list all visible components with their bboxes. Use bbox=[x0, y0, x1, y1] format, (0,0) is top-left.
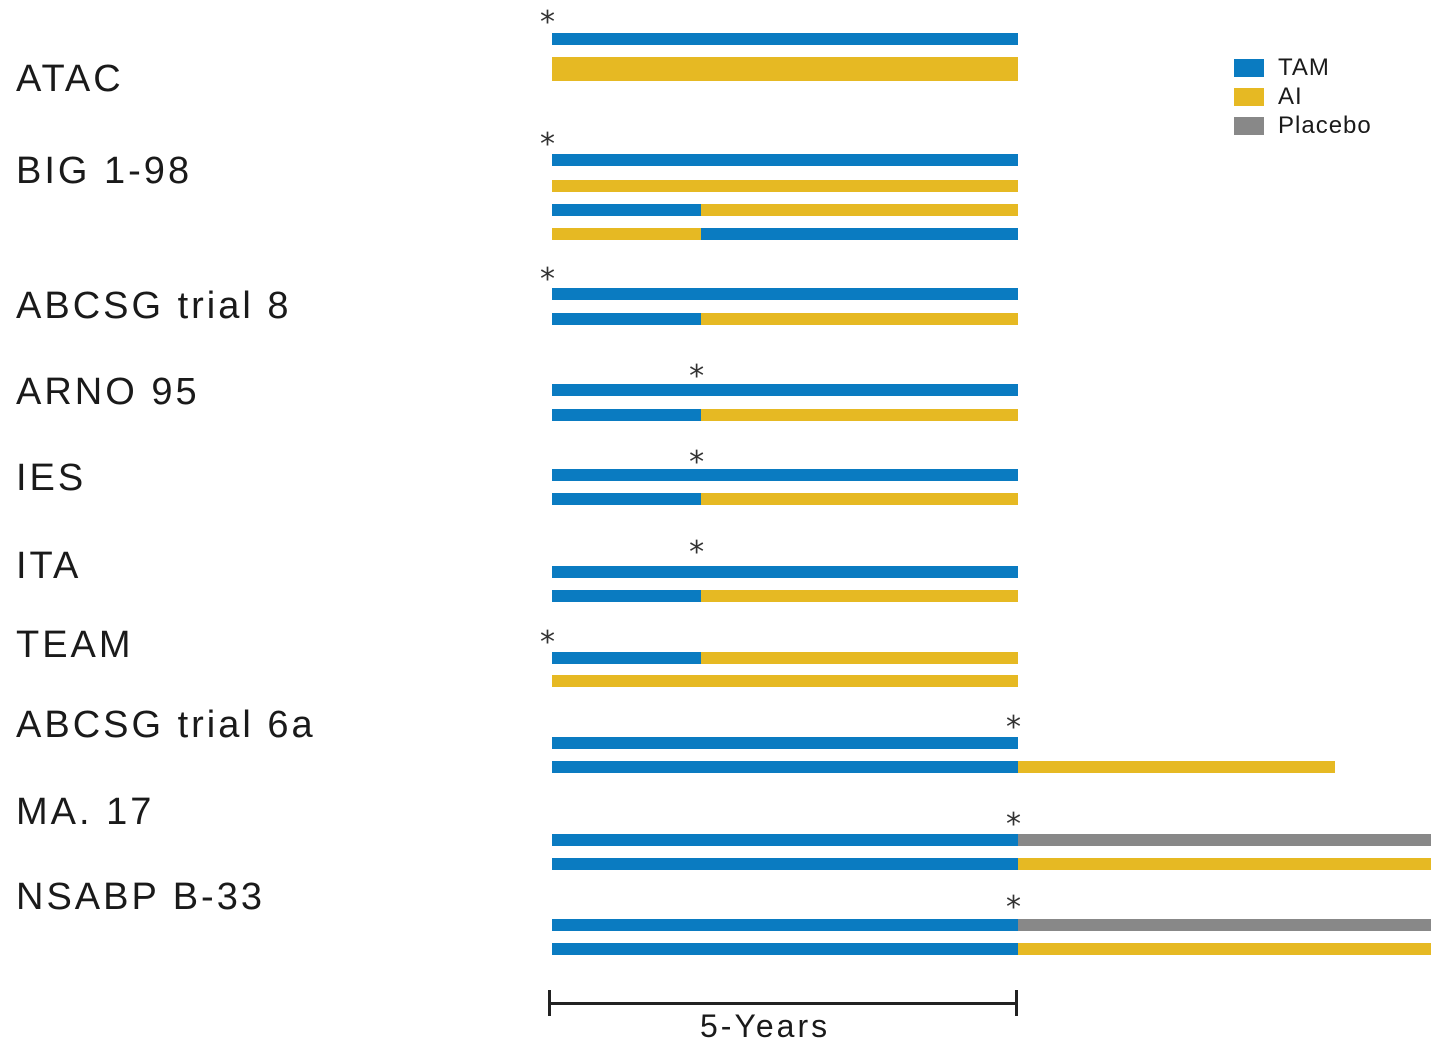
bar-abcsg-trial-6a-arm1-tam bbox=[552, 737, 1018, 749]
legend-item-ai: AI bbox=[1234, 83, 1303, 110]
bar-nsabp-b-33-arm2-tam bbox=[552, 943, 1018, 955]
bar-ma-17-arm2-ai bbox=[1018, 858, 1431, 870]
bar-arno-95-arm2-ai bbox=[701, 409, 1018, 421]
scale-tick-left bbox=[548, 990, 551, 1016]
bar-ies-arm1-tam bbox=[552, 469, 1018, 481]
legend-swatch-placebo bbox=[1234, 117, 1264, 135]
bar-arno-95-arm1-tam bbox=[552, 384, 1018, 396]
bar-atac-arm1-tam bbox=[552, 33, 1018, 45]
trial-label-big-1-98: BIG 1-98 bbox=[16, 150, 193, 192]
bar-ita-arm2-ai bbox=[701, 590, 1018, 602]
bar-abcsg-trial-6a-arm2-tam bbox=[552, 761, 1018, 773]
bar-team-arm2-ai bbox=[552, 675, 1018, 687]
bar-nsabp-b-33-arm2-ai bbox=[1018, 943, 1431, 955]
legend-label-placebo: Placebo bbox=[1278, 112, 1372, 139]
significance-marker-ita: * bbox=[689, 535, 705, 570]
trial-label-ies: IES bbox=[16, 457, 87, 499]
trial-label-abcsg-trial-8: ABCSG trial 8 bbox=[16, 285, 292, 327]
bar-nsabp-b-33-arm1-tam bbox=[552, 919, 1018, 931]
legend-swatch-ai bbox=[1234, 88, 1264, 106]
bar-big-1-98-arm4-tam bbox=[701, 228, 1018, 240]
legend-item-tam: TAM bbox=[1234, 54, 1330, 81]
bar-team-arm1-ai bbox=[701, 652, 1018, 664]
bar-big-1-98-arm1-tam bbox=[552, 154, 1018, 166]
bar-abcsg-trial-6a-arm2-ai bbox=[1018, 761, 1335, 773]
bar-big-1-98-arm3-tam bbox=[552, 204, 702, 216]
trial-label-ita: ITA bbox=[16, 545, 82, 587]
bar-ma-17-arm1-tam bbox=[552, 834, 1018, 846]
scale-label: 5-Years bbox=[700, 1008, 831, 1044]
bar-ma-17-arm1-placebo bbox=[1018, 834, 1431, 846]
bar-ita-arm1-tam bbox=[552, 566, 1018, 578]
bar-ies-arm2-ai bbox=[701, 493, 1018, 505]
bar-abcsg-trial-8-arm1-tam bbox=[552, 288, 1018, 300]
bar-big-1-98-arm2-ai bbox=[552, 180, 1018, 192]
legend-item-placebo: Placebo bbox=[1234, 112, 1372, 139]
significance-marker-nsabp-b-33: * bbox=[1006, 890, 1021, 925]
significance-marker-big-1-98: * bbox=[540, 127, 555, 162]
bar-ma-17-arm2-tam bbox=[552, 858, 1018, 870]
significance-marker-atac: * bbox=[540, 5, 555, 40]
bar-nsabp-b-33-arm1-placebo bbox=[1018, 919, 1431, 931]
trial-label-atac: ATAC bbox=[16, 58, 124, 100]
bar-arno-95-arm2-tam bbox=[552, 409, 702, 421]
significance-marker-abcsg-trial-6a: * bbox=[1006, 710, 1021, 745]
legend-label-tam: TAM bbox=[1278, 54, 1330, 81]
bar-atac-arm3-ai bbox=[552, 69, 1018, 81]
bar-abcsg-trial-8-arm2-tam bbox=[552, 313, 702, 325]
bar-big-1-98-arm3-ai bbox=[701, 204, 1018, 216]
bar-big-1-98-arm4-ai bbox=[552, 228, 702, 240]
legend-label-ai: AI bbox=[1278, 83, 1303, 110]
trial-label-abcsg-trial-6a: ABCSG trial 6a bbox=[16, 704, 316, 746]
bar-team-arm1-tam bbox=[552, 652, 702, 664]
significance-marker-abcsg-trial-8: * bbox=[540, 262, 555, 297]
bar-abcsg-trial-8-arm2-ai bbox=[701, 313, 1018, 325]
significance-marker-ma-17: * bbox=[1006, 807, 1021, 842]
scale-line bbox=[548, 1002, 1018, 1005]
significance-marker-team: * bbox=[540, 625, 555, 660]
bar-ita-arm2-tam bbox=[552, 590, 702, 602]
trial-label-nsabp-b-33: NSABP B-33 bbox=[16, 876, 265, 918]
legend-swatch-tam bbox=[1234, 59, 1264, 77]
trial-label-ma-17: MA. 17 bbox=[16, 791, 155, 833]
scale-tick-right bbox=[1015, 990, 1018, 1016]
scale-bar bbox=[548, 990, 1018, 1016]
bar-ies-arm2-tam bbox=[552, 493, 702, 505]
bar-atac-arm2-ai bbox=[552, 57, 1018, 69]
trial-label-team: TEAM bbox=[16, 624, 134, 666]
trial-label-arno-95: ARNO 95 bbox=[16, 371, 200, 413]
